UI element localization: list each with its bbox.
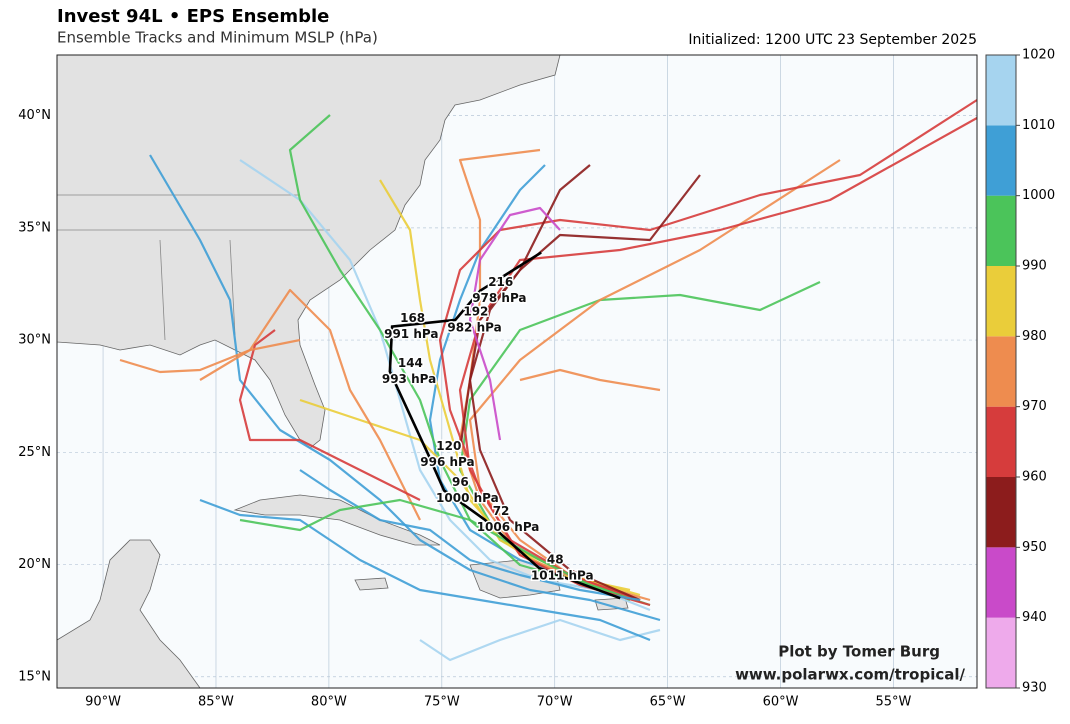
colorbar-segment — [986, 406, 1016, 477]
colorbar-label: 1000 — [1022, 188, 1055, 203]
colorbar-label: 960 — [1022, 470, 1047, 485]
track-pressure: 993 hPa — [382, 372, 436, 386]
colorbar-segment — [986, 125, 1016, 196]
lat-tick-label: 20°N — [18, 557, 51, 572]
colorbar-label: 990 — [1022, 259, 1047, 274]
track-hour: 168 — [400, 311, 425, 325]
track-hour: 120 — [436, 439, 461, 453]
track-hour: 216 — [488, 275, 513, 289]
colorbar-segment — [986, 55, 1016, 126]
track-hour: 96 — [452, 475, 469, 489]
track-hour: 144 — [398, 356, 423, 370]
colorbar-label: 980 — [1022, 329, 1047, 344]
credit-url: www.polarwx.com/tropical/ — [735, 666, 965, 684]
lon-tick-label: 85°W — [198, 695, 234, 710]
lon-tick-label: 75°W — [424, 695, 460, 710]
track-pressure: 991 hPa — [384, 327, 438, 341]
colorbar-segment — [986, 266, 1016, 337]
mean-track — [388, 251, 621, 600]
title: Invest 94L • EPS Ensemble — [57, 6, 329, 27]
colorbar-label: 1010 — [1022, 118, 1055, 133]
track-pressure: 996 hPa — [420, 455, 474, 469]
track-pressure: 982 hPa — [447, 320, 501, 334]
track-pressure: 1011 hPa — [531, 568, 594, 582]
colorbar-segment — [986, 195, 1016, 266]
colorbar-label: 930 — [1022, 681, 1047, 696]
lat-tick-label: 15°N — [18, 669, 51, 684]
lon-tick-label: 70°W — [537, 695, 573, 710]
credit: Plot by Tomer Burg — [778, 643, 940, 661]
colorbar-segment — [986, 336, 1016, 407]
colorbar-label: 1020 — [1022, 48, 1055, 63]
ensemble-tracks — [119, 99, 977, 662]
lon-tick-label: 90°W — [85, 695, 121, 710]
track-hour: 72 — [493, 504, 510, 518]
lat-tick-label: 35°N — [18, 220, 51, 235]
track-pressure: 1006 hPa — [477, 520, 540, 534]
colorbar-label: 970 — [1022, 399, 1047, 414]
lat-tick-label: 30°N — [18, 333, 51, 348]
lon-tick-label: 55°W — [875, 695, 911, 710]
colorbar-segment — [986, 617, 1016, 688]
colorbar-segment — [986, 477, 1016, 548]
track-hour: 192 — [463, 304, 488, 318]
track-pressure: 1000 hPa — [436, 491, 499, 505]
subtitle: Ensemble Tracks and Minimum MSLP (hPa) — [57, 29, 378, 47]
colorbar-frame — [985, 54, 1017, 689]
lat-tick-label: 25°N — [18, 445, 51, 460]
lon-tick-label: 60°W — [763, 695, 799, 710]
lon-tick-label: 80°W — [311, 695, 347, 710]
initialized: Initialized: 1200 UTC 23 September 2025 — [688, 32, 977, 48]
lat-tick-label: 40°N — [18, 108, 51, 123]
map-frame — [56, 54, 978, 689]
colorbar-label: 950 — [1022, 540, 1047, 555]
colorbar-label: 940 — [1022, 610, 1047, 625]
track-hour: 48 — [547, 552, 564, 566]
lon-tick-label: 65°W — [650, 695, 686, 710]
colorbar-segment — [986, 547, 1016, 618]
track-pressure: 978 hPa — [472, 291, 526, 305]
